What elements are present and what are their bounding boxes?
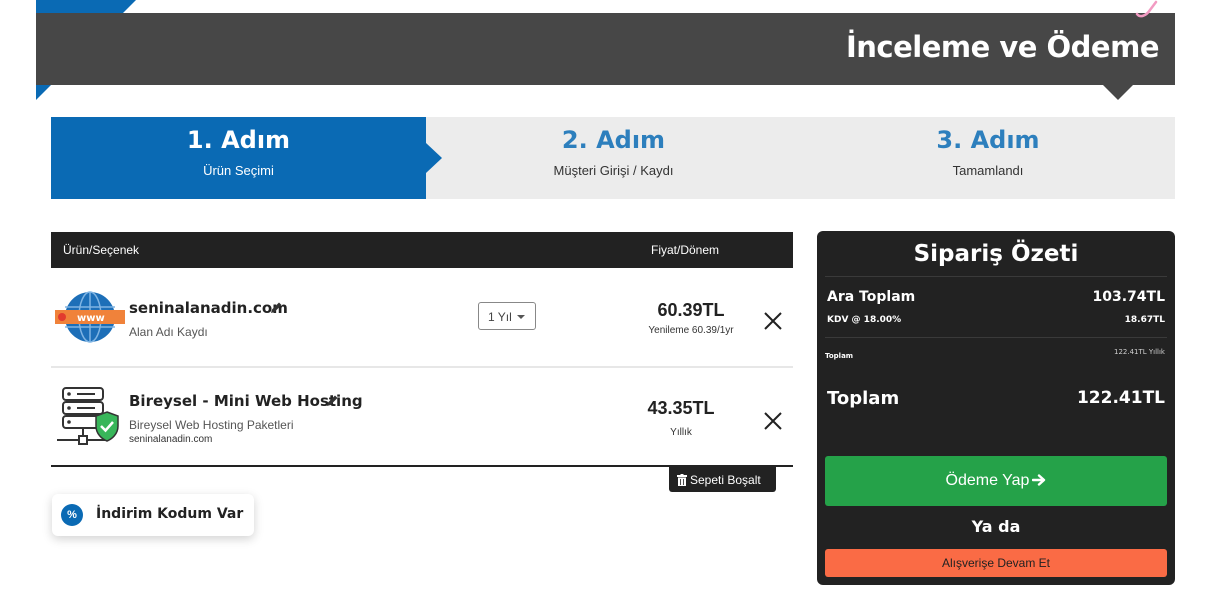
paperclip-icon <box>1135 0 1158 18</box>
item-price: 60.39TL <box>657 300 725 320</box>
product-column-header: Ürün/Seçenek <box>63 243 140 257</box>
divider <box>825 337 1167 338</box>
step-3-label: Tamamlandı <box>952 163 1024 178</box>
remove-item-icon[interactable] <box>763 411 783 431</box>
billing-period-select[interactable]: 1 Yıl <box>478 302 536 330</box>
product-name: Bireysel - Mini Web Hosting <box>129 392 363 410</box>
empty-cart-label: Sepeti Boşalt <box>690 473 761 487</box>
subtotal-value: 103.74TL <box>1092 289 1166 305</box>
order-summary-panel: Sipariş Özeti Ara Toplam 103.74TL KDV @ … <box>817 231 1175 585</box>
step-1: 1. Adım Ürün Seçimi <box>51 117 426 199</box>
step-2: 2. Adım Müşteri Girişi / Kaydı <box>426 117 801 199</box>
header-notch <box>1103 85 1133 100</box>
product-name: seninalanadin.com <box>129 299 288 317</box>
divider <box>825 276 1167 277</box>
product-description: Alan Adı Kaydı <box>129 325 208 339</box>
cart-table-header: Ürün/Seçenek Fiyat/Dönem <box>51 232 793 268</box>
svg-text:www: www <box>77 313 105 324</box>
www-globe-icon: www <box>55 291 125 343</box>
continue-shopping-button[interactable]: Alışverişe Devam Et <box>825 549 1167 577</box>
arrow-right-icon <box>1032 474 1046 486</box>
promo-code-toggle[interactable]: % İndirim Kodum Var <box>52 494 254 536</box>
promo-code-label: İndirim Kodum Var <box>96 506 244 522</box>
active-step-arrow <box>426 143 442 173</box>
product-domain: seninalanadin.com <box>129 434 213 445</box>
step-2-number: 2. Adım <box>561 126 666 154</box>
item-price: 43.35TL <box>647 398 715 418</box>
recurring-total-label: Toplam <box>825 352 854 360</box>
percent-icon: % <box>61 504 83 526</box>
price-column-header: Fiyat/Dönem <box>651 243 720 257</box>
item-billing-note: Yıllık <box>670 427 692 438</box>
or-separator: Ya da <box>971 517 1021 536</box>
tax-label: KDV @ 18.00% <box>827 315 902 325</box>
server-shield-icon <box>57 387 119 445</box>
subtotal-label: Ara Toplam <box>827 289 916 305</box>
trash-icon <box>677 474 687 486</box>
step-3: 3. Adım Tamamlandı <box>801 117 1175 199</box>
step-2-label: Müşteri Girişi / Kaydı <box>553 163 674 178</box>
step-1-number: 1. Adım <box>186 126 291 154</box>
step-3-number: 3. Adım <box>936 126 1040 154</box>
order-summary-title: Sipariş Özeti <box>913 241 1079 267</box>
chevron-down-icon <box>517 315 525 319</box>
product-description: Bireysel Web Hosting Paketleri <box>129 418 294 432</box>
page-header: İnceleme ve Ödeme <box>36 13 1175 100</box>
tax-value: 18.67TL <box>1124 315 1165 325</box>
checkout-steps: 1. Adım Ürün Seçimi 2. Adım Müşteri Giri… <box>51 117 1175 199</box>
recurring-total-value: 122.41TL Yıllık <box>1113 348 1165 356</box>
cart-item-row: Bireysel - Mini Web Hosting Bireysel Web… <box>51 368 793 467</box>
billing-period-value: 1 Yıl <box>488 310 512 324</box>
edit-pencil-icon[interactable] <box>325 394 339 408</box>
remove-item-icon[interactable] <box>763 311 783 331</box>
total-value: 122.41TL <box>1076 388 1165 408</box>
step-1-label: Ürün Seçimi <box>203 163 274 178</box>
item-renewal-note: Yenileme 60.39/1yr <box>648 325 734 336</box>
empty-cart-button[interactable]: Sepeti Boşalt <box>669 467 776 492</box>
cart-item-row: www seninalanadin.com Alan Adı Kaydı 1 Y… <box>51 268 793 368</box>
edit-pencil-icon[interactable] <box>269 301 283 315</box>
total-label: Toplam <box>827 388 900 409</box>
page-title: İnceleme ve Ödeme <box>845 30 1160 64</box>
checkout-button[interactable]: Ödeme Yap <box>825 456 1167 506</box>
checkout-button-label: Ödeme Yap <box>945 472 1030 489</box>
